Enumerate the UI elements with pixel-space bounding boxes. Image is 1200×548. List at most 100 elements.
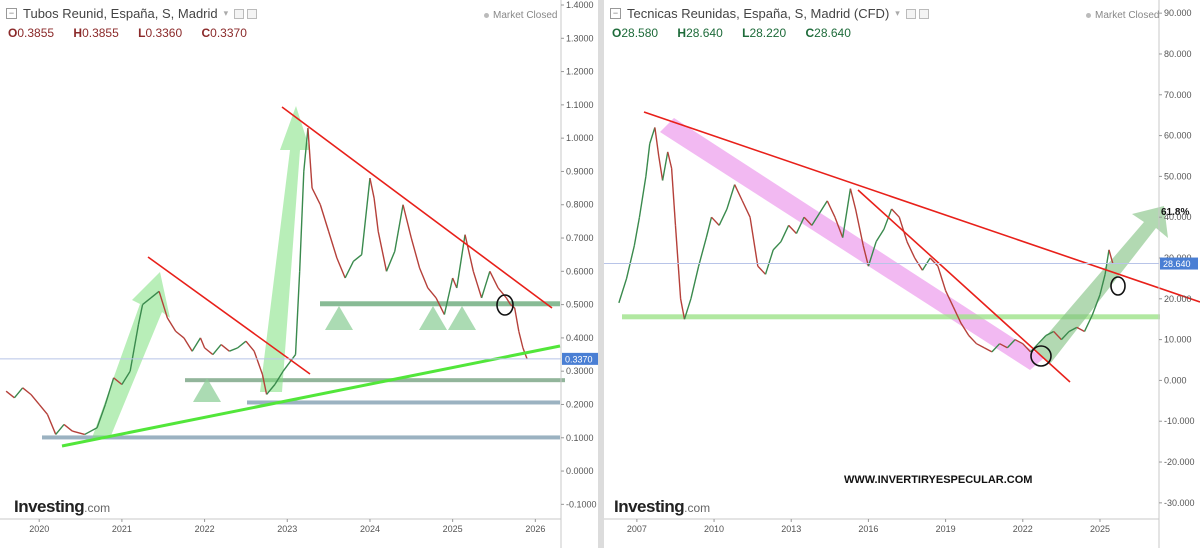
price-segment	[633, 217, 641, 246]
x-tick-label: 2016	[858, 524, 878, 534]
y-tick-label: 40.000	[1164, 212, 1192, 222]
price-segment	[472, 271, 483, 299]
support-band	[42, 435, 560, 440]
x-tick-label: 2023	[277, 524, 297, 534]
x-tick-label: 2013	[781, 524, 801, 534]
price-segment	[862, 245, 870, 267]
collapse-icon[interactable]: −	[610, 8, 621, 19]
y-tick-label: 1.0000	[566, 133, 594, 143]
y-tick-label: 0.6000	[566, 266, 594, 276]
price-segment	[741, 200, 751, 218]
price-segment	[55, 424, 65, 435]
x-tick-label: 2025	[443, 524, 463, 534]
x-tick-label: 2019	[936, 524, 956, 534]
y-tick-label: 0.2000	[566, 399, 594, 409]
y-tick-label: 70.000	[1164, 90, 1192, 100]
downtrend-line	[281, 106, 553, 309]
ohlc-open: O28.580	[612, 26, 659, 40]
collapse-icon[interactable]: −	[6, 8, 17, 19]
close-icon[interactable]	[918, 8, 929, 19]
close-icon[interactable]	[247, 8, 258, 19]
price-segment	[625, 245, 635, 279]
price-segment	[294, 271, 301, 355]
impulse-arrow	[92, 272, 170, 438]
tecnicas-chart-panel[interactable]: 61.8% 90.000 80.000 70.000 60.000 50.000 40.00…	[604, 0, 1200, 548]
support-triangle	[325, 306, 353, 330]
x-tick-label: 2022	[195, 524, 215, 534]
price-segment	[1006, 339, 1016, 349]
price-segment	[654, 127, 660, 157]
price-segment	[212, 344, 222, 355]
tubos-chart-panel[interactable]: 1.4000 1.3000 1.2000 1.1000 1.0000 0.9000 0.80…	[0, 0, 598, 548]
panel-divider[interactable]	[598, 0, 604, 548]
y-tick-label: 1.2000	[566, 67, 594, 77]
price-segment	[307, 128, 313, 189]
price-segment	[670, 168, 677, 226]
long-term-resistance-line	[643, 111, 1200, 303]
price-segment	[451, 277, 458, 289]
price-segment	[1099, 274, 1106, 295]
settings-icon[interactable]	[905, 8, 916, 19]
price-segment	[443, 277, 454, 315]
tecnicas-chart-title: Tecnicas Reunidas, España, S, Madrid (CF…	[627, 6, 890, 21]
price-segment	[266, 384, 276, 395]
price-segment	[803, 216, 813, 226]
support-triangle	[448, 306, 476, 330]
price-segment	[282, 354, 297, 372]
support-triangle	[419, 306, 447, 330]
price-segment	[410, 237, 421, 269]
price-segment	[1014, 338, 1024, 345]
price-segment	[795, 216, 805, 234]
price-segment	[991, 343, 1001, 353]
price-segment	[30, 394, 40, 405]
price-segment	[480, 271, 491, 299]
x-tick-label: 2022	[1013, 524, 1033, 534]
y-tick-label: 80.000	[1164, 49, 1192, 59]
y-tick-label: 0.4000	[566, 333, 594, 343]
ohlc-high: H28.640	[677, 26, 723, 40]
price-segment	[1068, 326, 1078, 333]
price-segment	[513, 307, 520, 332]
current-price-label: 0.3370	[565, 354, 593, 364]
price-segment	[394, 204, 404, 252]
tubos-chart-title: Tubos Reunid, España, S, Madrid	[23, 6, 218, 21]
x-tick-label: 2025	[1090, 524, 1110, 534]
tubos-chart[interactable]: 1.4000 1.3000 1.2000 1.1000 1.0000 0.9000 0.80…	[0, 0, 598, 548]
tecnicas-chart[interactable]: 61.8% 90.000 80.000 70.000 60.000 50.000 40.00…	[604, 0, 1200, 548]
long-term-uptrend-line	[61, 344, 561, 448]
price-segment	[229, 347, 238, 352]
y-tick-label: 0.0000	[566, 466, 594, 476]
price-segment	[497, 287, 507, 299]
price-segment	[690, 266, 700, 299]
price-segment	[854, 208, 864, 246]
price-segment	[13, 387, 24, 399]
current-price-label: 28.640	[1163, 259, 1191, 269]
price-segment	[344, 261, 355, 279]
price-segment	[674, 225, 682, 299]
price-segment	[104, 377, 115, 405]
support-triangle	[193, 378, 221, 402]
website-watermark: WWW.INVERTIRYESPECULAR.COM	[844, 474, 1033, 486]
x-tick-label: 2021	[112, 524, 132, 534]
price-segment	[46, 414, 57, 435]
price-segment	[780, 225, 790, 242]
resistance-band	[320, 301, 560, 307]
price-segment	[377, 231, 388, 272]
chevron-down-icon[interactable]: ▾	[895, 8, 900, 18]
chevron-down-icon[interactable]: ▾	[223, 8, 229, 18]
price-segment	[999, 343, 1008, 349]
projection-arrow	[1034, 206, 1168, 364]
price-segment	[464, 234, 474, 272]
x-tick-label: 2024	[360, 524, 380, 534]
price-segment	[121, 370, 131, 385]
price-segment	[1108, 249, 1114, 264]
settings-icon[interactable]	[234, 8, 245, 19]
price-segment	[842, 188, 852, 238]
y-tick-label: 0.8000	[566, 200, 594, 210]
price-segment	[921, 257, 931, 271]
price-segment	[867, 241, 877, 267]
price-segment	[1091, 294, 1101, 316]
y-tick-label: -20.000	[1164, 457, 1195, 467]
price-segment	[237, 340, 247, 349]
price-segment	[327, 231, 338, 259]
